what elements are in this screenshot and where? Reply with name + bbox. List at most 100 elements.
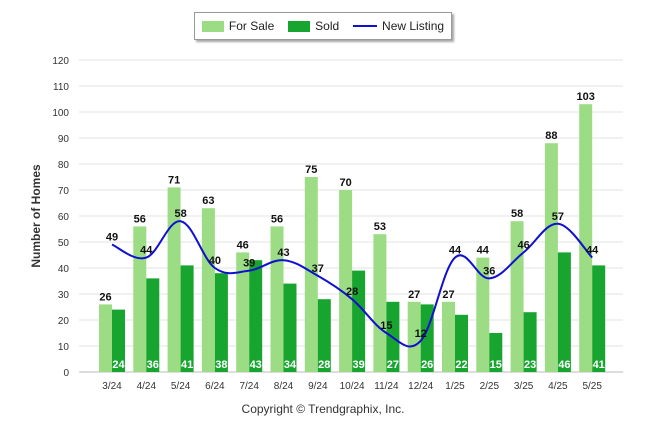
data-label-new-listing: 49 <box>106 232 118 244</box>
y-tick-label: 120 <box>52 56 69 67</box>
bar-for-sale <box>167 187 181 372</box>
legend-item-new-listing[interactable]: New Listing <box>353 19 444 33</box>
data-label-sold: 46 <box>558 359 570 371</box>
data-label-new-listing: 43 <box>277 247 289 259</box>
data-label-for-sale: 88 <box>545 130 557 142</box>
bar-sold <box>283 283 297 372</box>
y-tick-label: 90 <box>58 134 70 145</box>
legend-label-for-sale: For Sale <box>228 19 275 33</box>
data-label-for-sale: 44 <box>477 245 490 257</box>
x-tick-label: 10/24 <box>340 381 365 392</box>
data-label-sold: 38 <box>215 359 227 371</box>
data-label-sold: 24 <box>112 359 125 371</box>
y-tick-label: 30 <box>58 290 70 301</box>
data-label-sold: 36 <box>147 359 159 371</box>
bar-for-sale <box>339 190 353 372</box>
bar-sold <box>557 252 571 372</box>
y-tick-label: 20 <box>58 316 70 327</box>
bar-sold <box>592 265 606 372</box>
data-label-new-listing: 44 <box>449 245 462 257</box>
bar-sold <box>489 333 503 372</box>
bar-sold <box>112 309 125 372</box>
legend-label-new-listing: New Listing <box>382 19 445 33</box>
bar-for-sale <box>270 226 284 372</box>
x-tick-label: 12/24 <box>408 381 433 392</box>
data-label-sold: 22 <box>455 359 467 371</box>
bar-for-sale <box>544 143 558 372</box>
bar-for-sale <box>304 177 318 372</box>
data-label-for-sale: 56 <box>271 213 283 225</box>
bar-for-sale <box>407 301 421 372</box>
data-label-sold: 39 <box>352 359 364 371</box>
bar-for-sale <box>201 208 215 372</box>
data-label-sold: 27 <box>387 359 399 371</box>
legend-item-sold[interactable]: Sold <box>288 19 339 33</box>
x-tick-label: 3/24 <box>102 381 122 392</box>
data-label-new-listing: 44 <box>586 245 599 257</box>
bar-sold <box>523 312 537 372</box>
y-tick-label: 40 <box>58 264 70 275</box>
bar-for-sale <box>99 304 112 372</box>
bar-sold <box>249 260 263 372</box>
x-tick-label: 5/25 <box>582 381 602 392</box>
legend-item-for-sale[interactable]: For Sale <box>201 19 275 33</box>
data-label-sold: 41 <box>181 359 193 371</box>
data-label-new-listing: 28 <box>346 286 358 298</box>
data-label-for-sale: 71 <box>168 174 180 186</box>
bar-sold <box>214 273 228 372</box>
x-tick-label: 7/24 <box>239 381 259 392</box>
x-tick-label: 4/24 <box>137 381 157 392</box>
x-tick-label: 9/24 <box>308 381 328 392</box>
data-label-sold: 15 <box>490 359 502 371</box>
data-label-sold: 43 <box>250 359 262 371</box>
data-label-for-sale: 63 <box>202 195 214 207</box>
data-label-for-sale: 53 <box>374 221 386 233</box>
data-label-for-sale: 56 <box>134 213 146 225</box>
data-label-for-sale: 27 <box>408 289 420 301</box>
data-label-new-listing: 39 <box>243 258 255 270</box>
data-label-for-sale: 75 <box>305 164 317 176</box>
legend-swatch-sold <box>288 20 311 32</box>
line-new-listing <box>111 220 593 348</box>
x-tick-label: 4/25 <box>548 381 568 392</box>
y-tick-label: 100 <box>52 108 69 119</box>
y-tick-label: 70 <box>58 186 70 197</box>
x-tick-label: 11/24 <box>374 381 399 392</box>
data-label-sold: 28 <box>318 359 330 371</box>
y-tick-label: 0 <box>63 368 69 379</box>
x-tick-label: 5/24 <box>171 381 191 392</box>
data-label-new-listing: 36 <box>483 265 495 277</box>
y-tick-label: 80 <box>58 160 70 171</box>
data-label-sold: 34 <box>284 359 297 371</box>
data-label-new-listing: 44 <box>140 245 153 257</box>
data-label-for-sale: 27 <box>442 289 454 301</box>
bar-sold <box>455 314 468 372</box>
bar-for-sale <box>510 221 524 372</box>
data-label-sold: 26 <box>421 359 433 371</box>
x-tick-label: 8/24 <box>274 381 294 392</box>
legend-swatch-for-sale <box>201 20 224 32</box>
data-label-new-listing: 15 <box>380 320 392 332</box>
y-tick-label: 50 <box>58 238 70 249</box>
data-label-new-listing: 40 <box>209 255 221 267</box>
legend-label-sold: Sold <box>315 19 340 33</box>
y-tick-label: 60 <box>58 212 70 223</box>
y-tick-label: 10 <box>58 342 70 353</box>
bar-for-sale <box>373 234 387 372</box>
data-label-for-sale: 26 <box>99 291 111 303</box>
data-label-new-listing: 46 <box>517 239 529 251</box>
bar-for-sale <box>442 301 455 372</box>
x-tick-label: 2/25 <box>480 381 500 392</box>
data-label-for-sale: 58 <box>511 208 523 220</box>
bar-for-sale <box>133 226 147 372</box>
data-label-sold: 23 <box>524 359 536 371</box>
bar-sold <box>352 270 366 372</box>
x-tick-label: 1/25 <box>445 381 465 392</box>
legend: For Sale Sold New Listing <box>194 12 452 40</box>
y-tick-label: 110 <box>53 82 69 93</box>
bar-sold <box>146 278 160 372</box>
data-label-for-sale: 70 <box>339 177 351 189</box>
bar-for-sale <box>476 257 490 372</box>
x-tick-label: 3/25 <box>514 381 534 392</box>
